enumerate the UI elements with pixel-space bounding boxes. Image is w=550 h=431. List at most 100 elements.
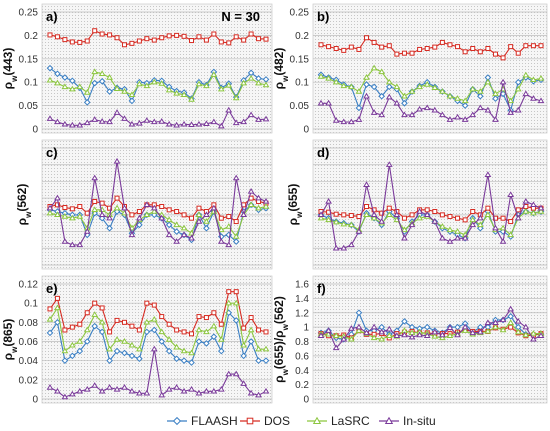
data-point bbox=[393, 99, 401, 106]
data-point bbox=[195, 326, 203, 333]
data-point bbox=[91, 116, 99, 122]
data-point bbox=[83, 119, 91, 126]
data-point bbox=[514, 78, 522, 86]
data-point bbox=[83, 326, 91, 333]
y-tick-label: 0.05 bbox=[19, 101, 39, 112]
data-point bbox=[469, 221, 477, 228]
data-point bbox=[121, 349, 128, 357]
panel-label: f) bbox=[317, 281, 326, 296]
data-point bbox=[408, 88, 416, 94]
data-point bbox=[530, 209, 537, 216]
data-point bbox=[121, 338, 128, 344]
data-point bbox=[128, 120, 136, 127]
data-point bbox=[431, 332, 439, 339]
data-point bbox=[340, 118, 348, 125]
legend-item-flaash: FLAASH bbox=[167, 414, 238, 428]
data-point bbox=[431, 84, 439, 91]
data-point bbox=[136, 209, 142, 215]
data-point bbox=[232, 317, 240, 324]
data-point bbox=[247, 389, 255, 396]
data-point bbox=[189, 331, 195, 337]
data-point bbox=[47, 306, 53, 312]
data-point bbox=[424, 46, 430, 52]
data-point bbox=[233, 34, 239, 40]
data-point bbox=[247, 74, 255, 81]
panel-label: a) bbox=[46, 9, 58, 24]
data-point bbox=[332, 218, 340, 225]
data-point bbox=[136, 327, 142, 333]
data-point bbox=[217, 122, 225, 129]
data-point bbox=[129, 323, 135, 329]
data-point bbox=[144, 36, 150, 42]
legend-label: DOS bbox=[264, 414, 290, 428]
data-point bbox=[165, 336, 173, 342]
data-point bbox=[128, 231, 136, 238]
data-point bbox=[439, 39, 445, 45]
data-point bbox=[203, 120, 210, 127]
data-point bbox=[423, 211, 431, 218]
data-point bbox=[128, 387, 136, 394]
data-point bbox=[393, 83, 401, 90]
data-point bbox=[476, 88, 484, 94]
data-point bbox=[401, 318, 408, 325]
legend-marker bbox=[246, 417, 254, 425]
data-point bbox=[203, 224, 210, 232]
data-point bbox=[61, 74, 69, 81]
data-point bbox=[262, 387, 270, 394]
y-tick-label: 0 bbox=[303, 395, 309, 406]
data-point bbox=[150, 204, 158, 211]
data-point bbox=[485, 46, 491, 52]
data-point bbox=[165, 385, 173, 392]
data-point bbox=[54, 202, 60, 208]
data-point bbox=[248, 31, 254, 37]
data-point bbox=[84, 310, 90, 316]
y-tick-label: 0.2 bbox=[24, 31, 38, 42]
data-point bbox=[114, 35, 120, 41]
data-point bbox=[232, 94, 240, 101]
data-point bbox=[355, 88, 363, 94]
y-tick-label: 0.1 bbox=[24, 78, 38, 89]
data-point bbox=[492, 51, 498, 57]
data-point bbox=[121, 384, 128, 390]
data-point bbox=[188, 385, 195, 392]
series-lasrc bbox=[46, 299, 270, 356]
data-point bbox=[218, 321, 224, 327]
data-point bbox=[203, 315, 209, 321]
data-point bbox=[461, 327, 469, 333]
data-point bbox=[454, 113, 461, 120]
panel-label: b) bbox=[317, 9, 329, 24]
data-point bbox=[91, 322, 98, 330]
data-point bbox=[240, 79, 248, 86]
data-point bbox=[180, 224, 188, 231]
data-point bbox=[522, 71, 530, 78]
data-point bbox=[454, 234, 461, 241]
data-point bbox=[159, 314, 165, 320]
y-tick-label: 0.2 bbox=[295, 380, 309, 391]
data-point bbox=[447, 42, 453, 48]
data-point bbox=[107, 32, 113, 38]
data-point bbox=[431, 218, 439, 224]
data-point bbox=[423, 81, 431, 87]
data-point bbox=[347, 221, 355, 228]
data-point bbox=[416, 105, 424, 112]
data-point bbox=[150, 78, 158, 85]
data-point bbox=[447, 214, 453, 220]
data-point bbox=[143, 318, 151, 325]
data-point bbox=[514, 214, 522, 221]
data-point bbox=[180, 231, 188, 238]
data-point bbox=[69, 324, 75, 330]
data-point bbox=[424, 207, 430, 213]
data-point bbox=[46, 204, 54, 211]
data-point bbox=[195, 211, 203, 218]
data-point bbox=[508, 324, 514, 330]
data-point bbox=[128, 341, 136, 348]
data-point bbox=[416, 331, 424, 338]
data-point bbox=[507, 97, 515, 104]
data-point bbox=[332, 78, 340, 85]
data-point bbox=[106, 118, 113, 125]
data-point bbox=[446, 332, 454, 338]
series-dos bbox=[318, 35, 544, 61]
data-point bbox=[446, 324, 454, 331]
data-point bbox=[477, 92, 484, 100]
y-axis-label: ρw(655)/ρw(562) bbox=[272, 296, 290, 383]
